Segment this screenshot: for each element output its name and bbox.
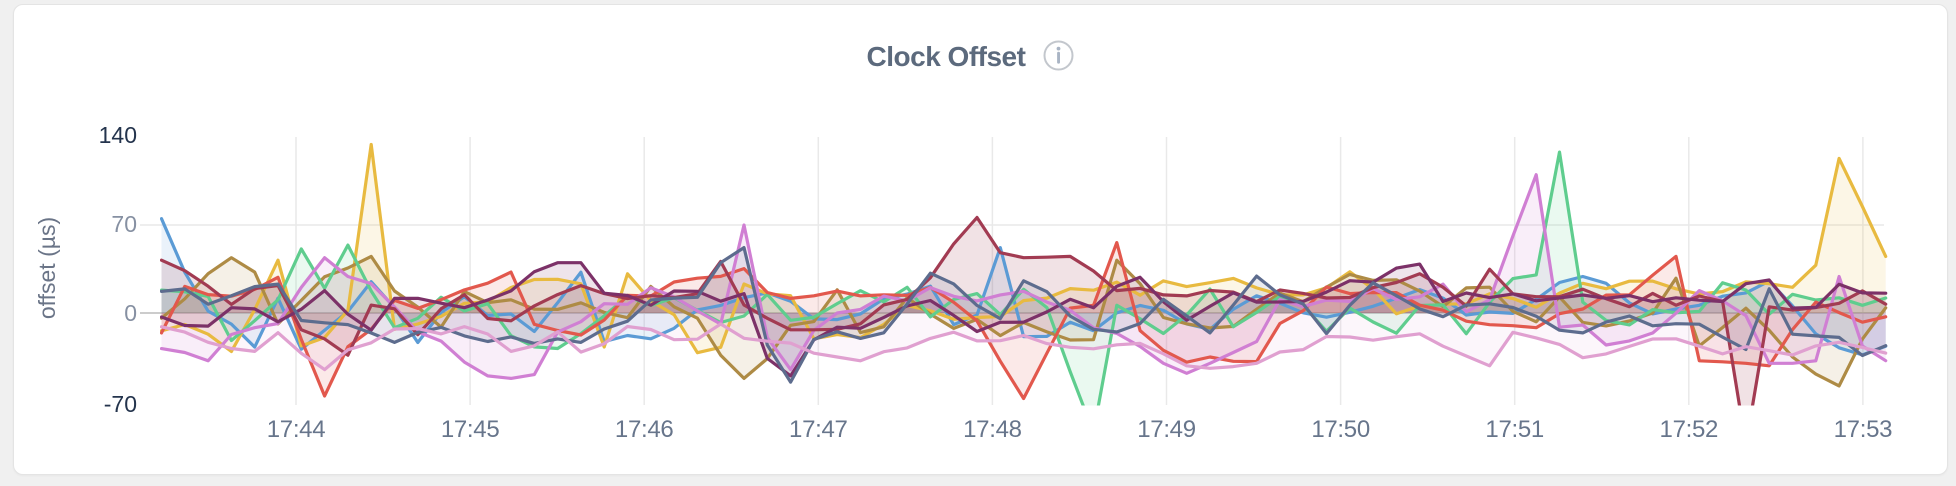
svg-text:17:46: 17:46 xyxy=(615,416,674,443)
svg-text:17:50: 17:50 xyxy=(1311,416,1370,443)
svg-text:17:51: 17:51 xyxy=(1485,416,1544,443)
svg-text:17:44: 17:44 xyxy=(267,416,326,443)
svg-text:0: 0 xyxy=(124,300,137,326)
svg-text:17:53: 17:53 xyxy=(1834,416,1893,443)
svg-text:17:45: 17:45 xyxy=(441,416,500,443)
svg-text:17:49: 17:49 xyxy=(1137,416,1196,443)
svg-text:17:47: 17:47 xyxy=(789,416,848,443)
svg-text:140: 140 xyxy=(99,122,137,148)
svg-text:17:52: 17:52 xyxy=(1660,416,1719,443)
svg-text:Clock Offset: Clock Offset xyxy=(867,41,1026,72)
svg-text:70: 70 xyxy=(111,211,137,237)
svg-text:offset (µs): offset (µs) xyxy=(34,217,60,319)
svg-text:17:48: 17:48 xyxy=(963,416,1022,443)
svg-text:-70: -70 xyxy=(104,391,137,417)
